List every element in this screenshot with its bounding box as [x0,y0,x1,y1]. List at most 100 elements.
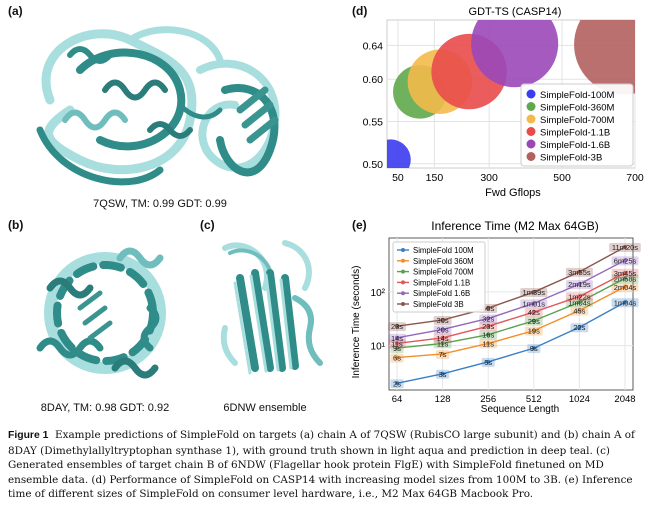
chart-e-data-label-bg [436,349,450,359]
chart-e-xtick-label: 64 [392,394,403,405]
chart-e-data-label-bg [524,316,543,326]
chart-d-xtick-label: 700 [626,172,644,184]
chart-d-legend-marker [526,127,536,136]
chart-e-data-label-bg [390,379,404,389]
chart-d-ytick-label: 0.60 [363,74,384,86]
chart-e-data-label: 1m22s [568,292,591,301]
chart-e-point [395,355,399,360]
chart-e-data-label: 1m39s [523,288,546,297]
chart-e-data-label-bg [565,298,593,308]
chart-e-point [531,328,536,333]
chart-d-legend-marker [526,89,536,99]
chart-e-point [531,346,536,351]
chart-e-data-label-bg [388,339,406,349]
figure-caption: Figure 1 Example predictions of SimpleFo… [8,428,652,502]
chart-e-data-label: 14s [437,334,449,343]
chart-e-point [395,346,399,351]
chart-e-point [623,258,627,263]
chart-e-point [440,341,445,346]
chart-e-legend-label: SimpleFold 100M [413,246,474,255]
panel-a-tag: (a) [8,4,23,18]
chart-e-data-label: 1m04s [568,298,591,307]
chart-e-series-line [396,246,626,327]
chart-e-data-label: 6m25s [614,256,637,265]
chart-e-data-label-bg [520,288,548,298]
chart-e-point [486,332,491,337]
chart-e-point [486,341,491,346]
chart-e-point [440,317,445,322]
chart-e-data-label-bg [611,282,639,292]
chart-e-data-label: 11s [437,339,449,348]
chart-e-legend-label: SimpleFold 1.6B [413,289,470,298]
chart-e-data-label-bg [527,344,541,354]
chart-e-point [531,318,536,323]
chart-e-data-label: 11s [482,339,494,348]
chart-d-legend-label: SimpleFold-700M [540,115,615,126]
chart-e-data-label-bg [524,308,543,318]
chart-e-title: Inference Time (M2 Max 64GB) [431,219,598,233]
chart-e-data-label: 23s [391,322,403,331]
chart-e-ytick-label: 10² [371,288,386,299]
chart-e-point [623,276,627,281]
chart-e-ytick-label: 10¹ [371,342,386,353]
chart-e-xtick-label: 256 [480,394,496,405]
chart-e-data-label: 7s [439,350,447,359]
chart-e-point [531,301,536,306]
chart-e-data-label: 6s [393,354,401,363]
chart-e-data-label-bg [570,323,589,333]
chart-d-legend-label: SimpleFold-100M [540,90,615,101]
chart-e-xtick-label: 128 [435,394,451,405]
chart-e-data-label-bg [479,330,498,340]
chart-e-point [531,310,536,315]
chart-e-data-label-bg [479,322,498,332]
chart-e-data-label: 42s [528,308,540,317]
chart-e-point [395,335,399,340]
chart-d-legend-label: SimpleFold-360M [540,103,615,114]
chart-e-data-label: 2m19s [568,280,591,289]
chart-e-data-label: 20s [437,325,449,334]
chart-d-legend-marker [526,152,536,161]
protein-structure-b [36,247,166,379]
chart-e-data-label-bg [481,357,495,367]
protein-structure-a [36,26,280,186]
chart-e-legend-label: SimpleFold 3B [413,300,464,309]
chart-d-xlabel: Fwd Gflops [485,187,541,199]
chart-e-data-label-bg [520,299,548,309]
chart-e-data-label: 11s [391,339,403,348]
panel-e-tag: (e) [352,218,367,232]
chart-e-data-label: 1m01s [523,299,546,308]
panel-a-caption: 7QSW, TM: 0.99 GDT: 0.99 [93,198,227,210]
bubble-chart-gdt-ts: GDT-TS (CASP14) 50 150 300 500 700 0.50 0.55 0.… [363,6,644,199]
chart-e-data-label-bg [390,344,404,354]
chart-d-ytick-label: 0.50 [363,159,384,171]
chart-e-point [623,270,627,275]
figure-caption-text: Example predictions of SimpleFold on tar… [8,429,635,501]
chart-d-title: GDT-TS (CASP14) [469,6,562,18]
chart-d-xtick-label: 50 [392,172,404,184]
chart-e-data-label: 30s [437,316,449,325]
chart-e-legend-marker [401,248,405,252]
chart-d-ytick-label: 0.64 [363,40,384,52]
chart-e-data-label-bg [390,353,404,363]
chart-e-series-line [396,259,626,339]
chart-e-data-label-bg [388,322,406,332]
chart-e-data-label-bg [611,256,639,266]
chart-e-data-label: 9s [530,344,538,353]
chart-e-data-label: 32s [482,314,494,323]
chart-e-series-line [396,277,626,349]
chart-e-legend-marker [401,302,405,306]
chart-e-xlabel: Sequence Length [481,404,559,415]
chart-e-data-label: 1m04s [614,298,637,307]
chart-e-data-label-bg [388,333,406,343]
chart-e-data-label: 3s [439,370,447,379]
chart-e-point [577,294,582,299]
chart-e-data-label: 2s [393,379,401,388]
chart-e-point [623,284,627,289]
chart-e-data-label: 9s [393,344,401,353]
chart-e-point [577,308,582,313]
chart-e-point [623,245,627,250]
chart-e-legend-marker [401,291,405,296]
panel-b-tag: (b) [8,218,24,232]
chart-d-legend-label: SimpleFold-1.1B [540,128,610,139]
chart-e-data-label-bg [609,243,641,253]
